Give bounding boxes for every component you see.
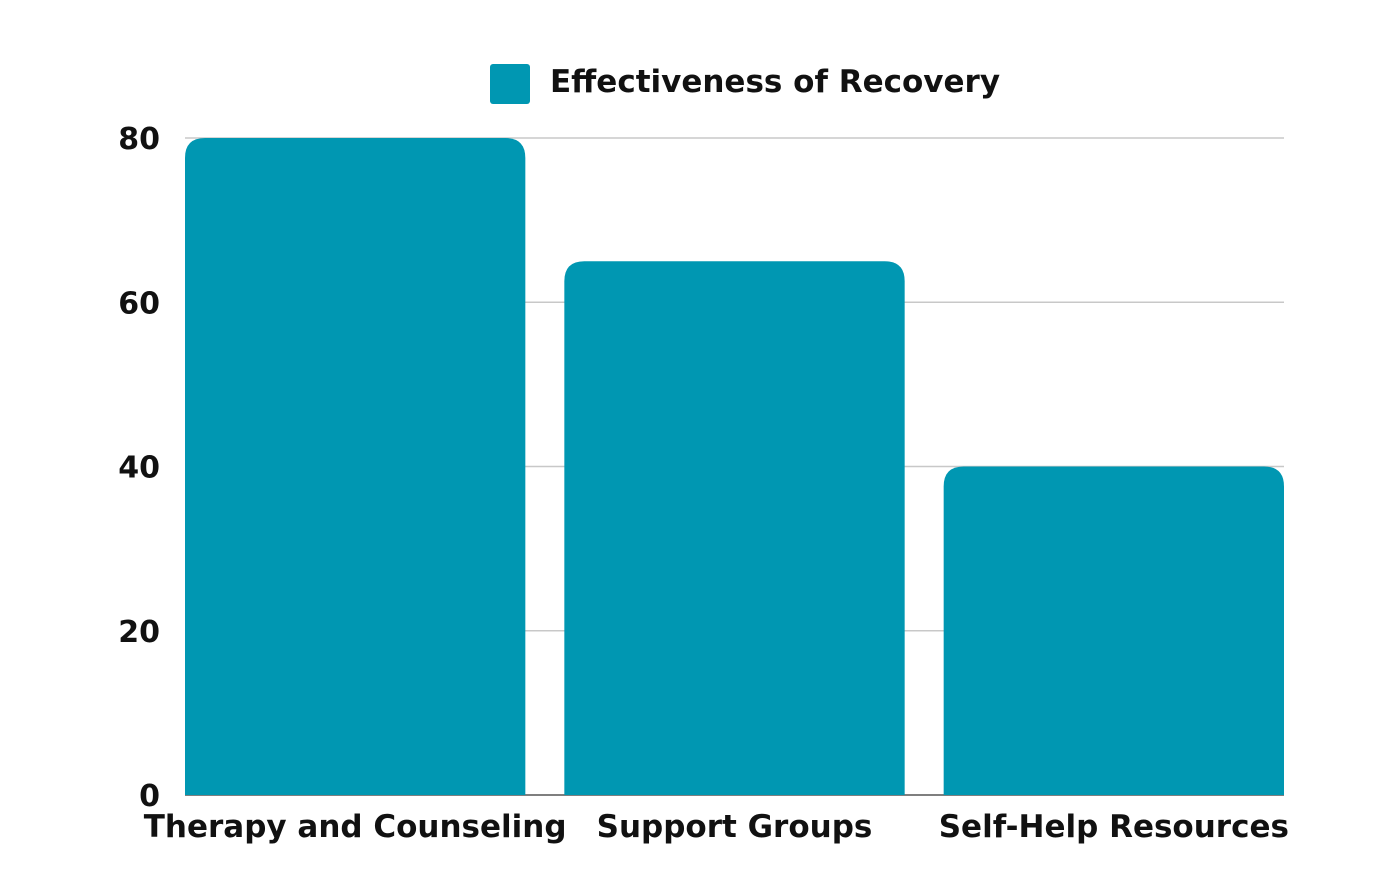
x-tick-label: Support Groups — [597, 809, 873, 845]
bar — [564, 261, 905, 795]
bars — [185, 138, 1284, 795]
y-tick-label: 60 — [118, 286, 160, 321]
legend-label: Effectiveness of Recovery — [550, 64, 1000, 100]
x-tick-label: Self-Help Resources — [939, 809, 1289, 845]
bar — [185, 138, 526, 795]
bar — [943, 466, 1284, 795]
x-tick-label: Therapy and Counseling — [144, 809, 567, 845]
y-tick-label: 20 — [118, 615, 160, 650]
x-axis-labels: Therapy and Counseling Support Groups Self… — [144, 809, 1289, 845]
y-tick-label: 40 — [118, 451, 160, 486]
legend: Effectiveness of Recovery — [490, 64, 1000, 104]
y-axis-ticks: 0 20 40 60 80 — [118, 122, 160, 814]
y-tick-label: 0 — [139, 779, 160, 814]
legend-swatch — [490, 64, 530, 104]
y-tick-label: 80 — [118, 122, 160, 157]
